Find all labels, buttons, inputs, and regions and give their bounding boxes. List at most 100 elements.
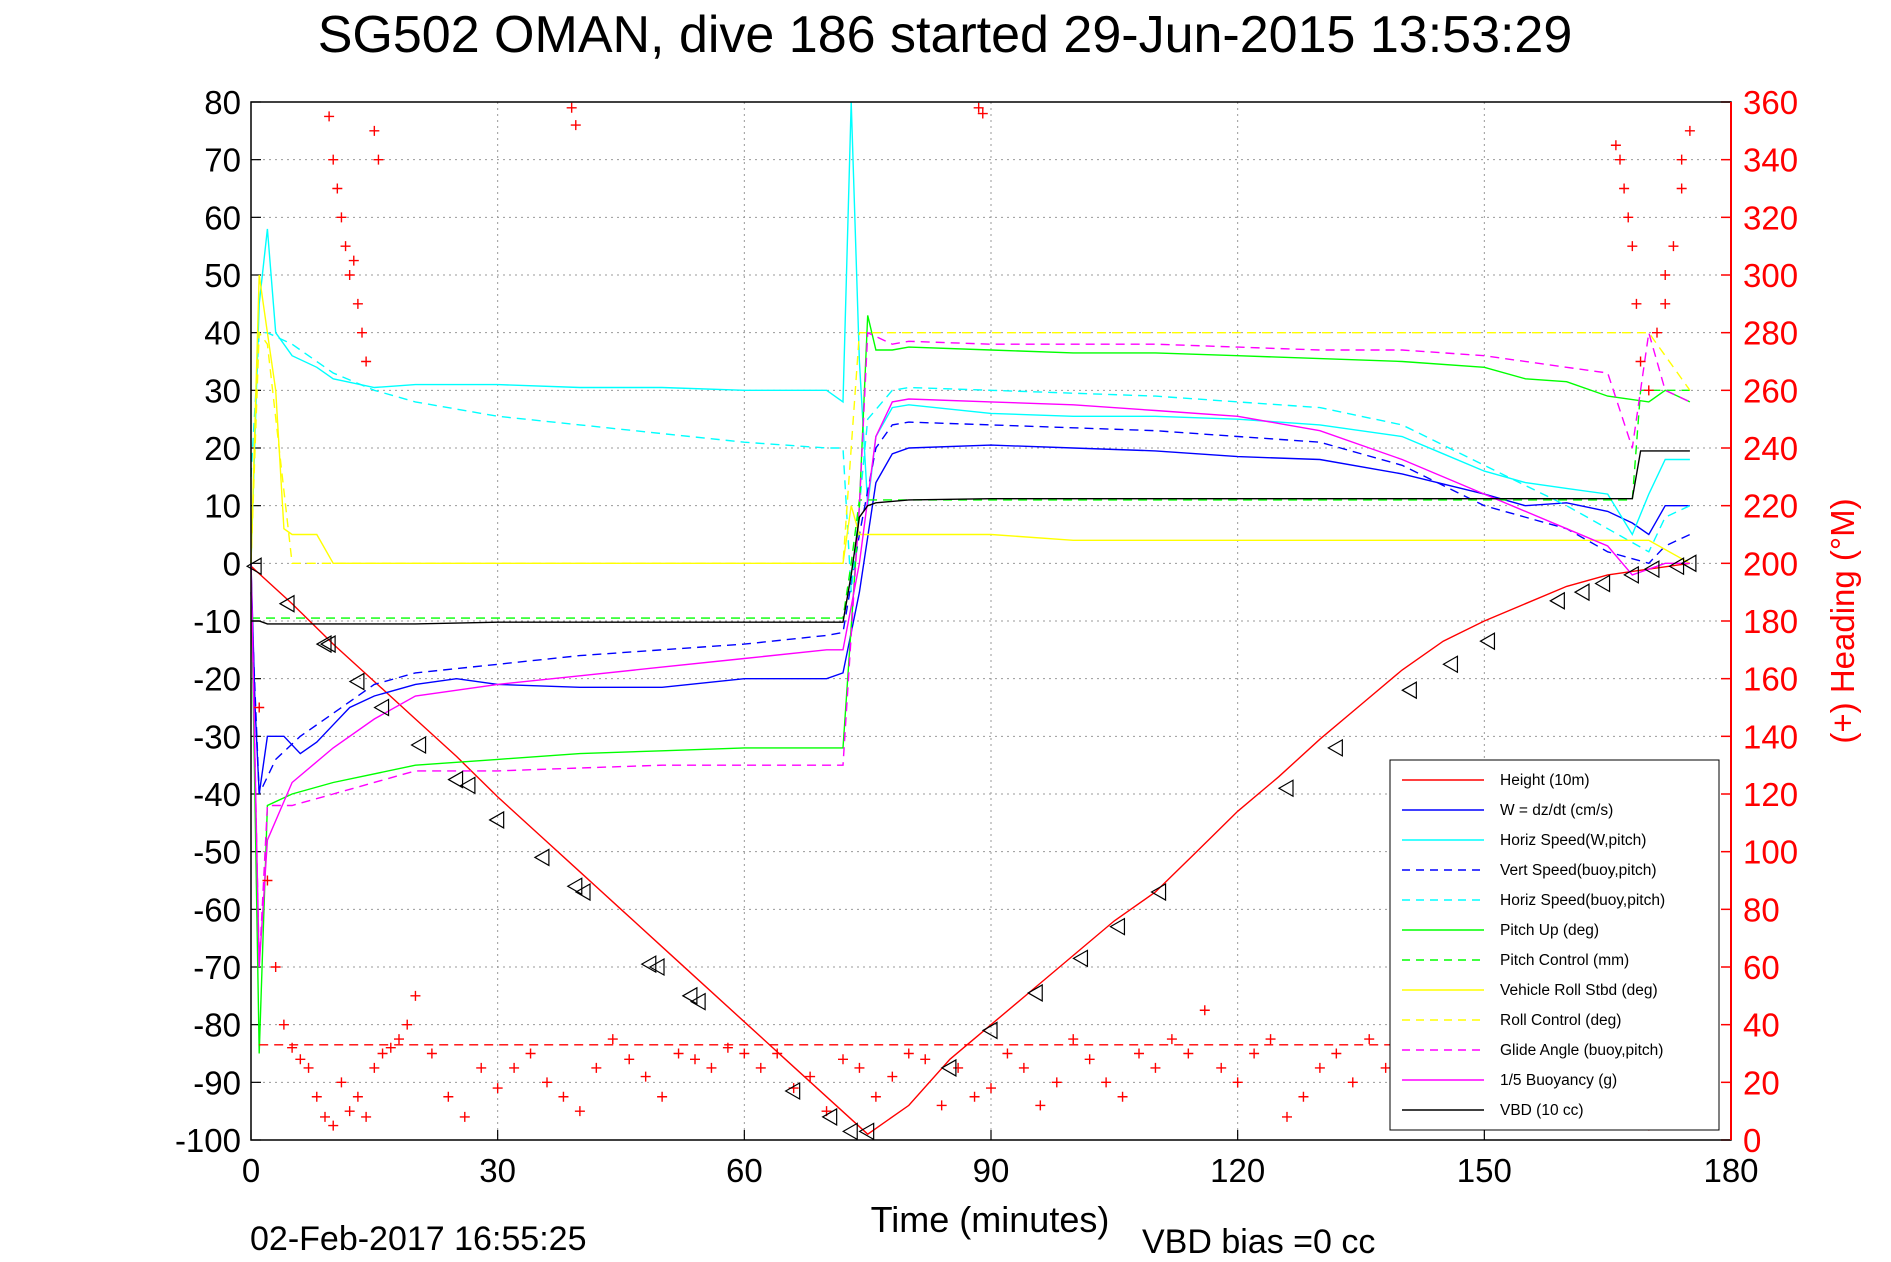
depth-marker (315, 635, 332, 654)
depth-marker (784, 1081, 801, 1101)
depth-marker (842, 1122, 858, 1141)
y2tick-label: 80 (1743, 891, 1780, 928)
ytick-label: 10 (204, 488, 241, 525)
heading-marker (1068, 1034, 1079, 1045)
ytick-label: 60 (204, 199, 241, 236)
x-axis-label: Time (minutes) (871, 1199, 1110, 1240)
xtick-label: 90 (973, 1152, 1010, 1189)
depth-marker (1027, 983, 1043, 1002)
heading-marker (1216, 1062, 1227, 1073)
heading-marker (1232, 1077, 1243, 1088)
heading-marker (558, 1091, 569, 1102)
ytick-label: 80 (204, 84, 241, 121)
heading-marker (357, 327, 367, 338)
depth-marker (1072, 949, 1089, 968)
xtick-label: 60 (726, 1152, 763, 1189)
heading-marker (402, 1019, 413, 1030)
right-axis-ticks: 3603403203002802602402202001801601401201… (1721, 84, 1798, 1159)
heading-marker (340, 241, 351, 252)
heading-marker (953, 1062, 964, 1073)
heading-marker (739, 1048, 750, 1059)
heading-marker (887, 1071, 898, 1082)
y2tick-label: 300 (1743, 257, 1798, 294)
heading-marker (624, 1054, 635, 1065)
legend-label: Pitch Control (mm) (1500, 952, 1629, 969)
heading-marker (920, 1054, 931, 1065)
heading-marker (1623, 212, 1634, 223)
heading-marker (344, 1106, 355, 1117)
depth-marker (410, 735, 427, 755)
heading-marker (1314, 1062, 1325, 1073)
series-line-3 (250, 421, 1691, 795)
heading-marker (324, 111, 335, 122)
heading-marker (328, 154, 339, 165)
ytick-label: 0 (223, 545, 241, 582)
heading-marker (262, 875, 273, 886)
depth-marker (348, 672, 365, 691)
heading-marker (1619, 183, 1630, 194)
heading-marker (973, 102, 984, 113)
depth-marker (1442, 655, 1459, 674)
depth-marker (1401, 681, 1417, 700)
heading-marker (369, 125, 380, 136)
xtick-label: 120 (1210, 1152, 1265, 1189)
y2tick-label: 100 (1743, 834, 1798, 871)
y2tick-label: 120 (1743, 776, 1798, 813)
y2tick-label: 240 (1743, 430, 1798, 467)
depth-marker (1479, 632, 1496, 651)
heading-marker (1282, 1111, 1292, 1122)
heading-marker (1035, 1100, 1046, 1111)
xtick-label: 30 (479, 1152, 516, 1189)
depth-marker (858, 1122, 875, 1141)
heading-marker (903, 1048, 914, 1059)
depth-marker (1277, 779, 1294, 798)
legend-label: Vert Speed(buoy,pitch) (1500, 862, 1657, 879)
depth-marker (1623, 565, 1639, 584)
heading-marker (410, 990, 421, 1001)
ytick-label: -100 (175, 1122, 241, 1159)
y2tick-label: 180 (1743, 603, 1798, 640)
heading-marker (303, 1062, 314, 1073)
heading-marker (566, 102, 577, 113)
heading-marker (1676, 183, 1687, 194)
heading-marker (936, 1100, 947, 1111)
ytick-label: -60 (193, 891, 241, 928)
ytick-label: 20 (204, 430, 241, 467)
x-axis-ticks: 0 30 60 90 120 150 180 (242, 1130, 1759, 1189)
y2tick-label: 140 (1743, 718, 1798, 755)
heading-marker (1166, 1034, 1177, 1045)
depth-marker (459, 776, 476, 795)
xtick-label: 0 (242, 1152, 260, 1189)
legend-label: Height (10m) (1500, 772, 1590, 789)
y2tick-label: 200 (1743, 545, 1798, 582)
heading-marker (1265, 1034, 1276, 1045)
heading-marker (657, 1091, 668, 1102)
y2tick-label: 220 (1743, 488, 1798, 525)
y2tick-label: 360 (1743, 84, 1798, 121)
heading-marker (1631, 298, 1642, 309)
ytick-label: 40 (204, 315, 241, 352)
heading-marker (722, 1042, 733, 1053)
heading-marker (320, 1111, 330, 1122)
depth-marker (1327, 738, 1343, 757)
heading-marker (1635, 356, 1646, 367)
series-line-8 (250, 330, 1691, 564)
legend-label: Pitch Up (deg) (1500, 922, 1599, 939)
y2tick-label: 280 (1743, 315, 1798, 352)
heading-marker (870, 1091, 881, 1102)
heading-marker (373, 154, 384, 165)
depth-marker (1680, 554, 1697, 573)
legend-label: W = dz/dt (cm/s) (1500, 802, 1613, 819)
heading-marker (328, 1120, 339, 1131)
heading-marker (525, 1048, 536, 1059)
heading-marker (385, 1042, 396, 1053)
heading-marker (348, 255, 359, 266)
series-line-9 (250, 331, 1691, 968)
depth-marker (681, 986, 698, 1005)
heading-marker (607, 1034, 618, 1045)
heading-marker (1660, 270, 1671, 280)
series-line-11 (251, 450, 1690, 625)
depth-marker (821, 1107, 838, 1126)
legend-label: Glide Angle (buoy,pitch) (1500, 1042, 1663, 1059)
heading-marker (1134, 1048, 1144, 1059)
